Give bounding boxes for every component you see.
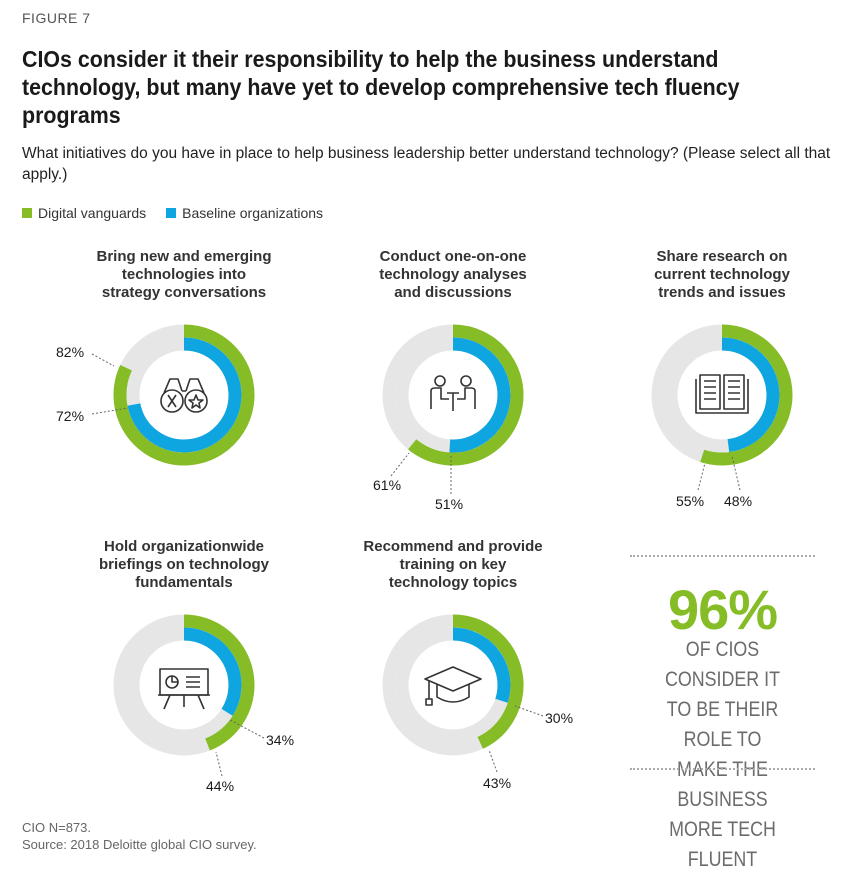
donut-chart bbox=[382, 324, 524, 466]
arc-baseline bbox=[127, 337, 242, 453]
leader-lines bbox=[91, 353, 129, 415]
arc-vanguards bbox=[408, 324, 524, 466]
arc-baseline bbox=[721, 337, 780, 453]
arc-vanguards bbox=[452, 614, 524, 749]
chart-panel-training: Recommend and provide training on key te… bbox=[333, 538, 573, 818]
divider bbox=[630, 768, 815, 770]
open-book-icon bbox=[695, 374, 749, 414]
legend-item-vanguards: Digital vanguards bbox=[22, 205, 146, 221]
arc-baseline bbox=[183, 627, 242, 716]
donut-chart bbox=[113, 324, 255, 466]
arc-baseline bbox=[452, 627, 511, 703]
value-label-vanguards: 44% bbox=[206, 778, 235, 794]
leader-lines bbox=[390, 452, 452, 494]
panel-title: Recommend and provide training on key te… bbox=[363, 538, 543, 591]
value-label-baseline: 34% bbox=[266, 732, 295, 748]
binoculars-icon bbox=[160, 378, 208, 413]
arc-vanguards bbox=[183, 614, 255, 751]
value-label-vanguards: 43% bbox=[483, 775, 512, 791]
leader-lines bbox=[488, 705, 544, 773]
value-label-baseline: 51% bbox=[435, 496, 464, 512]
chart-panel-one-on-one: Conduct one-on-one technology analyses a… bbox=[333, 248, 573, 528]
legend-label-baseline: Baseline organizations bbox=[182, 205, 324, 221]
meeting-icon bbox=[430, 375, 476, 411]
legend-item-baseline: Baseline organizations bbox=[166, 205, 323, 221]
chart-panel-research: Share research on current technology tre… bbox=[602, 248, 842, 528]
legend-swatch-baseline bbox=[166, 208, 177, 218]
legend: Digital vanguards Baseline organizations bbox=[22, 205, 323, 221]
value-label-vanguards: 61% bbox=[373, 477, 402, 493]
value-label-baseline: 72% bbox=[56, 408, 85, 424]
legend-swatch-vanguards bbox=[22, 208, 32, 218]
ring-center bbox=[140, 351, 228, 439]
chart-panel-briefings: Hold organizationwide briefings on techn… bbox=[64, 538, 304, 818]
donut-chart bbox=[113, 614, 255, 756]
chart-panel-strategy: Bring new and emerging technologies into… bbox=[56, 248, 304, 528]
donut-chart bbox=[382, 614, 524, 756]
arc-vanguards bbox=[113, 324, 255, 466]
value-label-baseline: 48% bbox=[724, 493, 753, 509]
panel-title: Hold organizationwide briefings on techn… bbox=[98, 538, 269, 591]
presentation-board-icon bbox=[158, 668, 210, 710]
value-label-vanguards: 82% bbox=[56, 344, 85, 360]
stat-value: 96% bbox=[667, 578, 778, 641]
divider bbox=[630, 555, 815, 557]
arc-baseline bbox=[449, 337, 511, 453]
ring-center bbox=[409, 641, 497, 729]
legend-label-vanguards: Digital vanguards bbox=[38, 205, 147, 221]
ring-center bbox=[140, 641, 228, 729]
figure-label: FIGURE 7 bbox=[22, 10, 91, 26]
chart-subtitle: What initiatives do you have in place to… bbox=[22, 145, 831, 183]
stat-callout: 96% OF CIOS CONSIDER IT TO BE THEIR ROLE… bbox=[630, 555, 815, 871]
leader-lines bbox=[215, 719, 265, 777]
panel-title: Bring new and emerging technologies into… bbox=[96, 248, 272, 301]
arc-vanguards bbox=[700, 324, 793, 466]
donut-chart bbox=[651, 324, 793, 466]
ring-center bbox=[678, 351, 766, 439]
page-title: CIOs consider it their responsibility to… bbox=[22, 46, 740, 128]
value-label-vanguards: 55% bbox=[676, 493, 705, 509]
leader-lines bbox=[697, 455, 741, 491]
sample-note: CIO N=873. bbox=[22, 820, 92, 835]
panel-title: Conduct one-on-one technology analyses a… bbox=[379, 248, 527, 301]
stat-text: OF CIOS CONSIDER IT TO BE THEIR ROLE TO … bbox=[664, 638, 781, 871]
value-label-baseline: 30% bbox=[545, 710, 574, 726]
panel-title: Share research on current technology tre… bbox=[654, 248, 790, 301]
graduation-cap-icon bbox=[424, 666, 482, 706]
source-note: Source: 2018 Deloitte global CIO survey. bbox=[22, 837, 257, 852]
